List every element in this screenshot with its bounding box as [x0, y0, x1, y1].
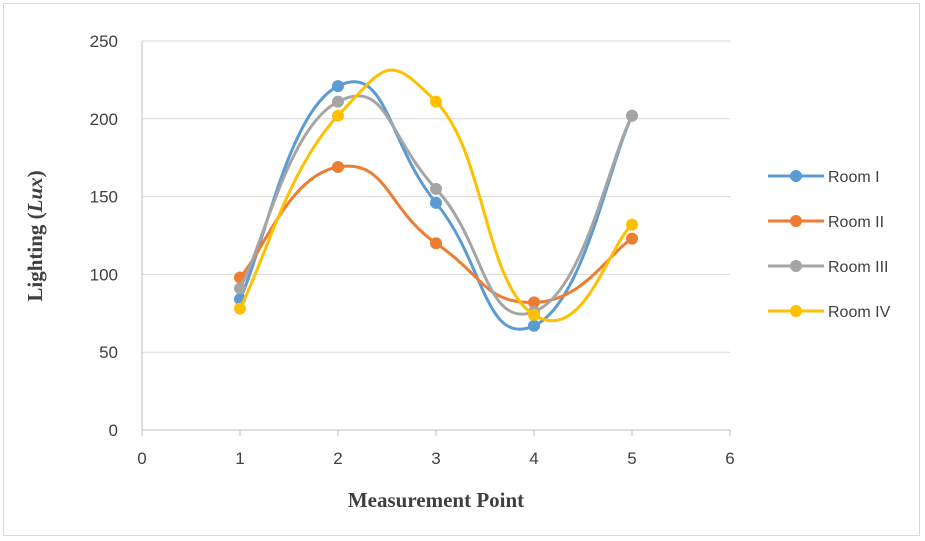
y-axis-title: Lighting (Lux): [23, 170, 47, 301]
legend-label: Room IV: [828, 304, 891, 321]
x-tick-label: 0: [137, 449, 146, 468]
legend-item: Room IV: [768, 304, 891, 321]
x-tick-label: 2: [333, 449, 342, 468]
y-tick-label: 50: [99, 343, 118, 362]
data-point: [430, 237, 442, 250]
legend-item: Room II: [768, 214, 884, 231]
plot-area: [234, 68, 638, 332]
legend-marker: [790, 215, 802, 227]
data-point: [626, 109, 638, 122]
data-point: [528, 308, 540, 321]
y-axis-title-unit: Lux: [23, 177, 47, 213]
data-point: [234, 282, 246, 295]
legend-marker: [790, 305, 802, 317]
series-4: [234, 68, 638, 323]
data-point: [528, 296, 540, 309]
legend-item: Room III: [768, 259, 888, 276]
series-3: [234, 94, 638, 318]
legend-marker: [790, 260, 802, 272]
data-point: [430, 182, 442, 195]
y-axis-title-suffix: ): [23, 170, 47, 177]
y-tick-label: 150: [90, 188, 118, 207]
x-tick-label: 6: [725, 449, 734, 468]
y-tick-labels: 0 50 100 150 200 250: [90, 32, 118, 440]
x-axis-title: Measurement Point: [348, 488, 524, 512]
legend: Room I Room II Room III Room IV: [768, 169, 891, 321]
y-tick-label: 0: [109, 421, 118, 440]
series-2: [234, 161, 638, 309]
data-point: [430, 95, 442, 108]
legend-label: Room III: [828, 259, 888, 276]
y-tick-label: 100: [90, 265, 118, 284]
x-tick-label: 3: [431, 449, 440, 468]
axes: [141, 41, 731, 436]
data-point: [332, 95, 344, 108]
data-point: [332, 161, 344, 174]
data-point: [626, 218, 638, 231]
gridlines: [142, 40, 730, 353]
legend-marker: [790, 170, 802, 182]
data-point: [430, 196, 442, 209]
chart-frame: [3, 3, 920, 536]
legend-label: Room II: [828, 214, 884, 231]
series-line: [238, 68, 634, 323]
data-point: [528, 319, 540, 332]
y-tick-label: 250: [90, 32, 118, 51]
x-tick-label: 4: [529, 449, 538, 468]
x-tick-label: 1: [235, 449, 244, 468]
series-1: [234, 80, 638, 332]
data-point: [234, 302, 246, 315]
data-point: [332, 109, 344, 122]
x-tick-labels: 0 1 2 3 4 5 6: [137, 449, 734, 468]
data-point: [332, 80, 344, 93]
legend-item: Room I: [768, 169, 880, 186]
legend-label: Room I: [828, 169, 880, 186]
y-axis-title-prefix: Lighting (: [23, 212, 47, 301]
y-tick-label: 200: [90, 110, 118, 129]
x-tick-label: 5: [627, 449, 636, 468]
data-point: [626, 232, 638, 245]
